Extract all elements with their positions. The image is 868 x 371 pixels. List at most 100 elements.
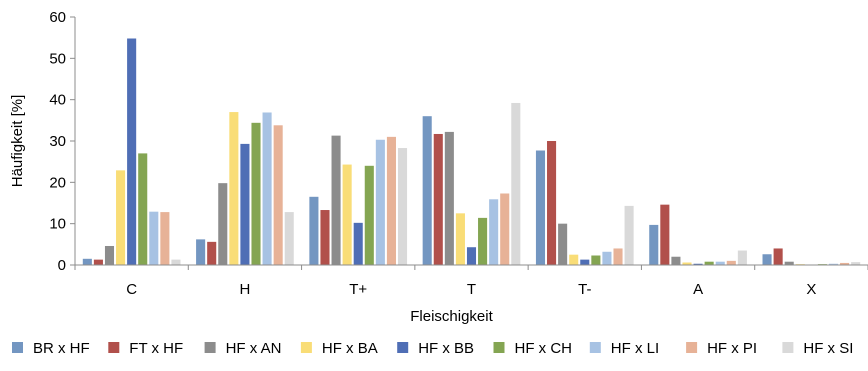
legend-swatch <box>782 342 794 353</box>
bar <box>218 183 228 265</box>
bar <box>196 239 206 265</box>
bar <box>737 250 747 265</box>
category-label: T+ <box>349 281 367 298</box>
bar <box>558 223 568 265</box>
bar <box>693 263 703 265</box>
legend-swatch <box>108 342 120 353</box>
bar <box>284 212 294 265</box>
y-axis: 0 10 20 30 40 50 60 <box>49 9 76 274</box>
bar <box>580 259 590 265</box>
bar <box>784 261 794 265</box>
legend-label: HF x SI <box>803 340 853 357</box>
legend-swatch <box>493 342 505 353</box>
bar <box>466 247 477 265</box>
bar <box>851 262 861 265</box>
bar <box>160 212 170 265</box>
bar <box>262 112 272 265</box>
bar <box>240 143 250 265</box>
bar <box>591 255 601 265</box>
legend-item: HF x LI <box>589 340 659 357</box>
y-tick-label: 20 <box>49 174 66 191</box>
bar <box>455 213 465 265</box>
bar <box>682 262 692 265</box>
legend-label: BR x HF <box>33 340 90 357</box>
legend-label: HF x BA <box>322 340 378 357</box>
legend-item: HF x CH <box>493 340 573 357</box>
category-label: H <box>240 281 251 298</box>
bar <box>104 245 115 265</box>
legend-swatch <box>589 342 601 353</box>
bar <box>649 224 659 265</box>
y-tick-label: 50 <box>49 50 66 67</box>
bar <box>397 148 408 265</box>
bar <box>535 150 546 265</box>
x-axis-title: Fleischigkeit <box>410 308 493 325</box>
legend-item: HF x BA <box>300 340 378 357</box>
bar <box>116 170 126 265</box>
bar <box>828 263 839 265</box>
legend-label: FT x HF <box>129 340 183 357</box>
legend-label: HF x CH <box>515 340 573 357</box>
bar <box>773 248 783 265</box>
bar <box>364 165 374 265</box>
bar <box>138 153 148 265</box>
bar <box>375 139 385 265</box>
bar <box>207 241 217 265</box>
category-label: X <box>806 281 816 298</box>
y-axis-title: Häufigkeit [%] <box>9 95 26 188</box>
bar <box>433 133 443 265</box>
bar <box>273 125 283 265</box>
category-label: C <box>126 281 137 298</box>
legend-item: HF x AN <box>204 340 281 357</box>
y-tick-label: 0 <box>58 257 66 274</box>
legend-label: HF x PI <box>707 340 757 357</box>
y-tick-label: 10 <box>49 216 66 233</box>
bar <box>489 199 499 265</box>
bar <box>762 254 772 265</box>
bar <box>93 259 103 265</box>
bar <box>478 217 488 265</box>
bar <box>82 258 92 265</box>
bar <box>547 141 557 265</box>
bar <box>171 259 181 265</box>
legend-swatch <box>686 342 698 353</box>
bars <box>82 38 861 266</box>
bar <box>840 262 850 265</box>
bar <box>500 193 510 265</box>
y-tick-label: 60 <box>49 9 66 26</box>
x-axis: C H T+ T T- A X <box>74 264 868 298</box>
legend: BR x HF FT x HF HF x AN HF x BA HF x BB HF x … <box>12 340 853 357</box>
legend-item: BR x HF <box>12 340 90 357</box>
legend-swatch <box>300 342 312 353</box>
legend-item: HF x PI <box>686 340 757 357</box>
bar <box>602 251 612 265</box>
legend-item: HF x SI <box>782 340 853 357</box>
bar <box>422 116 432 265</box>
y-tick-label: 30 <box>49 133 66 150</box>
category-label: T- <box>578 281 591 298</box>
bar <box>511 102 521 266</box>
bar <box>660 204 670 265</box>
bar <box>309 196 319 265</box>
y-tick-label: 40 <box>49 92 66 109</box>
bar <box>342 164 352 265</box>
bar <box>704 261 714 265</box>
legend-label: HF x BB <box>418 340 474 357</box>
bar <box>251 122 261 266</box>
bar <box>726 260 736 265</box>
category-label: A <box>693 281 703 298</box>
legend-swatch <box>397 342 409 353</box>
bar <box>353 222 363 265</box>
bar <box>386 136 396 265</box>
bar <box>229 112 239 265</box>
bar <box>149 211 159 265</box>
bar <box>444 131 454 265</box>
legend-swatch <box>12 342 23 353</box>
bar <box>331 135 341 265</box>
bar <box>715 261 725 265</box>
legend-item: FT x HF <box>108 340 183 357</box>
legend-item: HF x BB <box>397 340 474 357</box>
category-label: T <box>467 281 476 298</box>
legend-label: HF x LI <box>611 340 659 357</box>
